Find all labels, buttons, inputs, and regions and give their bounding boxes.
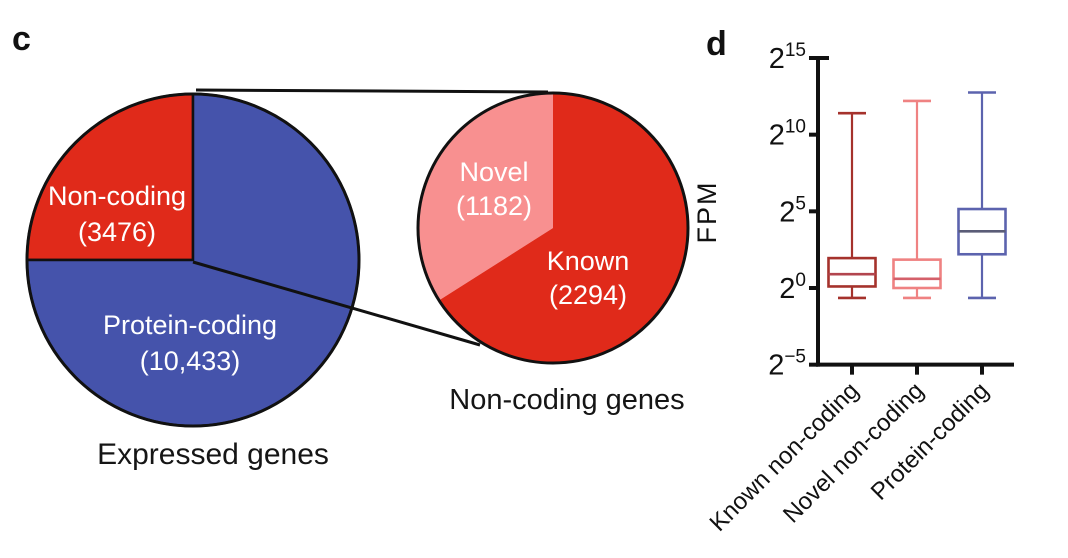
panel-c-label: c bbox=[12, 20, 31, 58]
pie-slice-label: Protein-coding bbox=[103, 310, 277, 340]
y-tick-label: 20 bbox=[779, 270, 806, 305]
connector-line-bottom bbox=[192, 260, 481, 347]
x-category-label: Protein-coding bbox=[866, 377, 995, 506]
box-known-non-coding bbox=[827, 111, 877, 300]
panel-d-label: d bbox=[706, 25, 727, 63]
pie-slice-count: (10,433) bbox=[140, 346, 241, 376]
noncoding-genes-caption: Non-coding genes bbox=[449, 384, 685, 416]
pie-slice-novel bbox=[417, 92, 553, 301]
fpm-axis-label: FPM bbox=[692, 181, 722, 244]
y-tick-label: 25 bbox=[779, 193, 806, 228]
pie-slice-count: (2294) bbox=[549, 280, 627, 310]
box-protein-coding bbox=[957, 91, 1007, 300]
expressed-genes-pie-outline bbox=[25, 92, 361, 428]
expressed-genes-pie: Non-coding (3476) Protein-coding (10,433) bbox=[25, 92, 361, 428]
noncoding-genes-pie: Novel (1182) Known (2294) bbox=[416, 91, 690, 365]
expressed-genes-caption: Expressed genes bbox=[97, 438, 329, 471]
box-novel-non-coding bbox=[892, 99, 942, 300]
y-tick-label: 215 bbox=[769, 40, 806, 75]
noncoding-genes-pie-outline bbox=[416, 91, 690, 365]
iqr-box bbox=[892, 258, 942, 290]
pie-slice-label: Non-coding bbox=[48, 181, 186, 211]
y-tick-label: 210 bbox=[769, 117, 806, 152]
iqr-box bbox=[827, 256, 877, 288]
pie-slice-count: (3476) bbox=[78, 217, 156, 247]
zoom-connector-lines bbox=[192, 88, 549, 347]
pie-slice-count: (1182) bbox=[456, 191, 532, 221]
connector-line-top bbox=[195, 88, 549, 94]
pie-slice-label: Novel bbox=[459, 157, 528, 187]
y-tick-label: 2−5 bbox=[768, 347, 806, 382]
pie-slice-label: Known bbox=[547, 246, 630, 276]
pie-slice-known bbox=[439, 93, 688, 364]
